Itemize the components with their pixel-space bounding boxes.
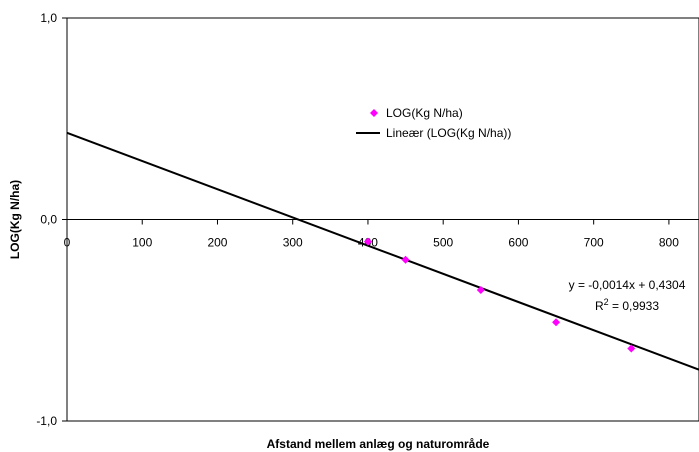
trendline-layer: [66, 131, 699, 371]
legend-label-points: LOG(Kg N/ha): [386, 106, 463, 120]
r-squared-prefix: R: [595, 299, 604, 313]
points-layer: [363, 237, 636, 353]
legend: LOG(Kg N/ha) Lineær (LOG(Kg N/ha)): [356, 106, 511, 140]
x-tick-label: 800: [659, 236, 679, 250]
x-tick-label: 0: [64, 236, 71, 250]
r-squared-value: = 0,9933: [609, 299, 660, 313]
x-tick-label: 100: [132, 236, 152, 250]
x-tick-label: 600: [508, 236, 528, 250]
equation-text: y = -0,0014x + 0,4304: [569, 278, 686, 292]
y-tick-label: -1,0: [36, 414, 57, 428]
x-axis: 0100200300400500600700800: [64, 219, 699, 250]
x-tick-label: 200: [207, 236, 227, 250]
trendline: [66, 131, 699, 371]
r-squared-superscript: 2: [604, 297, 609, 307]
data-point: [476, 286, 485, 295]
x-axis-title: Afstand mellem anlæg og naturområde: [267, 437, 490, 451]
y-tick-label: 1,0: [40, 11, 57, 25]
x-tick-label: 300: [283, 236, 303, 250]
y-axis-title: LOG(Kg N/ha): [8, 180, 22, 259]
data-point: [552, 318, 561, 327]
data-point: [627, 344, 636, 353]
legend-marker-points: [370, 109, 378, 117]
data-point: [363, 237, 372, 246]
trendline-equation: y = -0,0014x + 0,4304 R2 = 0,9933: [569, 278, 686, 313]
x-tick-label: 700: [584, 236, 604, 250]
legend-label-trendline: Lineær (LOG(Kg N/ha)): [386, 126, 511, 140]
y-tick-label: 0,0: [40, 213, 57, 227]
data-point: [401, 255, 410, 264]
x-tick-label: 500: [433, 236, 453, 250]
r-squared-text: R2 = 0,9933: [595, 297, 659, 313]
y-axis: -1,0 0,0 1,0: [36, 11, 67, 428]
